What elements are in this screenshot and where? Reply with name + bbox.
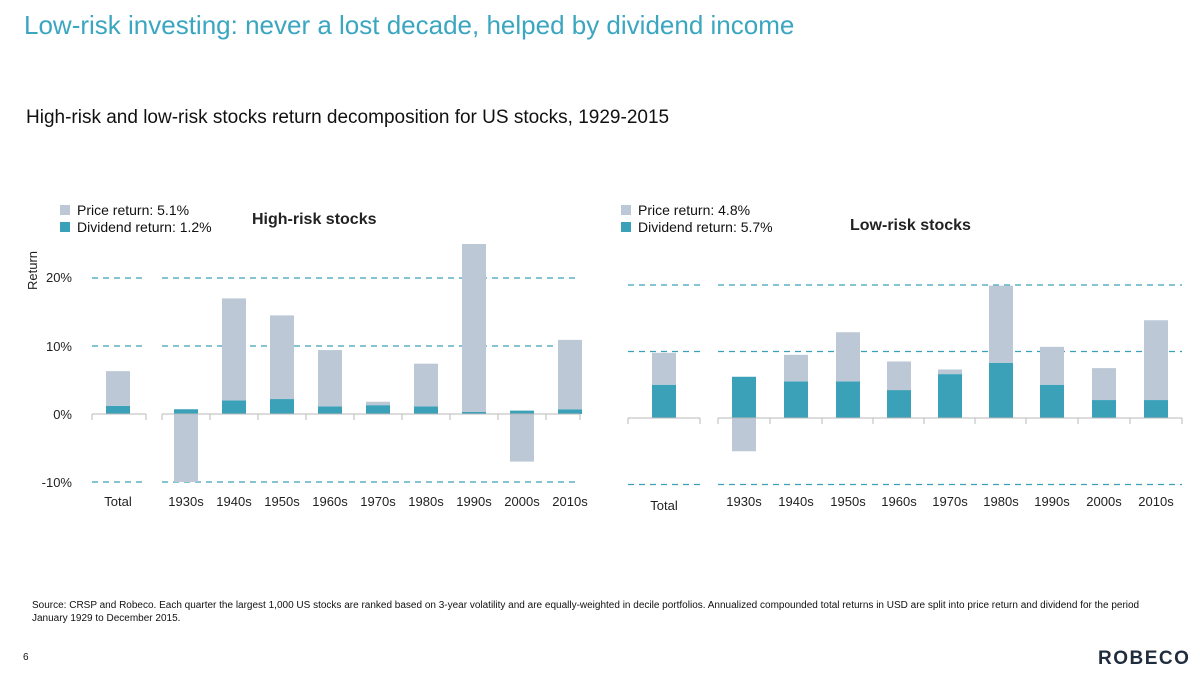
low-risk-bars bbox=[652, 285, 1168, 452]
price-bar bbox=[318, 350, 342, 407]
low-risk-panel: Total 1930s 1940s 1950s 1960s 1970s 1980s 1990s… bbox=[621, 202, 1183, 513]
price-bar bbox=[784, 354, 808, 382]
x-tick-label: 2010s bbox=[1138, 494, 1174, 509]
slide-title: Low-risk investing: never a lost decade,… bbox=[24, 10, 795, 40]
price-bar bbox=[1040, 346, 1064, 385]
dividend-bar bbox=[414, 406, 438, 414]
x-tick-label: 1960s bbox=[881, 494, 917, 509]
dividend-bar bbox=[174, 409, 198, 414]
dividend-bar bbox=[1040, 384, 1064, 418]
high-risk-x-labels: Total 1930s 1940s 1950s 1960s 1970s 1980s 1990s… bbox=[104, 494, 588, 509]
y-tick-label: 0% bbox=[53, 407, 72, 422]
dividend-bar bbox=[270, 399, 294, 414]
x-tick-label: 1940s bbox=[778, 494, 814, 509]
price-bar bbox=[989, 285, 1013, 363]
price-bar bbox=[222, 298, 246, 401]
high-risk-axis-lines bbox=[91, 413, 581, 420]
x-tick-label: 1970s bbox=[932, 494, 968, 509]
dividend-bar bbox=[989, 362, 1013, 418]
dividend-bar bbox=[938, 374, 962, 418]
x-tick-label: 1930s bbox=[726, 494, 762, 509]
dividend-bar bbox=[1144, 400, 1168, 418]
x-tick-label: 1940s bbox=[216, 494, 252, 509]
x-tick-label: 1980s bbox=[408, 494, 444, 509]
dividend-bar bbox=[366, 405, 390, 414]
price-bar bbox=[1144, 320, 1168, 401]
legend-label-dividend: Dividend return: 5.7% bbox=[638, 219, 773, 235]
legend-label-dividend: Dividend return: 1.2% bbox=[77, 219, 212, 235]
high-risk-panel: 20% 10% 0% -10% Return Total 1930s 1940s 19… bbox=[25, 202, 588, 509]
low-risk-gridlines bbox=[628, 284, 1182, 486]
x-tick-label: 1950s bbox=[264, 494, 300, 509]
dividend-bar bbox=[1092, 400, 1116, 418]
legend-swatch-dividend bbox=[60, 222, 70, 232]
high-risk-bars bbox=[106, 244, 582, 482]
x-tick-label: 1990s bbox=[1034, 494, 1070, 509]
x-tick-label: 1930s bbox=[168, 494, 204, 509]
x-tick-label: Total bbox=[104, 494, 132, 509]
dividend-bar bbox=[510, 410, 534, 414]
x-tick-label: Total bbox=[650, 498, 678, 513]
legend-swatch-dividend bbox=[621, 222, 631, 232]
price-bar bbox=[836, 332, 860, 382]
dividend-bar bbox=[732, 376, 756, 418]
legend-label-price: Price return: 4.8% bbox=[638, 202, 750, 218]
dividend-bar bbox=[836, 381, 860, 418]
legend-swatch-price bbox=[60, 205, 70, 215]
dividend-bar bbox=[462, 411, 486, 414]
dividend-bar bbox=[222, 400, 246, 414]
x-tick-label: 1990s bbox=[456, 494, 492, 509]
legend-label-price: Price return: 5.1% bbox=[77, 202, 189, 218]
page-number: 6 bbox=[23, 652, 29, 663]
x-tick-label: 1970s bbox=[360, 494, 396, 509]
dividend-bar bbox=[558, 409, 582, 414]
panel-title: Low-risk stocks bbox=[850, 217, 971, 234]
price-bar bbox=[270, 315, 294, 400]
x-tick-label: 1950s bbox=[830, 494, 866, 509]
dividend-bar bbox=[887, 390, 911, 418]
y-axis-label: Return bbox=[25, 251, 40, 290]
robeco-logo: ROBECO bbox=[1098, 648, 1191, 669]
price-bar bbox=[174, 414, 198, 482]
x-tick-label: 1960s bbox=[312, 494, 348, 509]
panel-title: High-risk stocks bbox=[252, 211, 377, 228]
chart-subtitle: High-risk and low-risk stocks return dec… bbox=[26, 107, 670, 128]
y-tick-label: 20% bbox=[46, 270, 72, 285]
price-bar bbox=[652, 352, 676, 385]
y-tick-label: -10% bbox=[42, 475, 73, 490]
price-bar bbox=[558, 339, 582, 410]
x-tick-label: 2000s bbox=[1086, 494, 1122, 509]
x-tick-label: 1980s bbox=[983, 494, 1019, 509]
dividend-bar bbox=[784, 381, 808, 418]
price-bar bbox=[106, 371, 130, 406]
legend-swatch-price bbox=[621, 205, 631, 215]
price-bar bbox=[938, 369, 962, 375]
price-bar bbox=[887, 361, 911, 391]
price-bar bbox=[510, 414, 534, 462]
x-tick-label: 2000s bbox=[504, 494, 540, 509]
price-bar bbox=[1092, 368, 1116, 401]
y-tick-label: 10% bbox=[46, 339, 72, 354]
dividend-bar bbox=[652, 384, 676, 418]
low-risk-axis-lines bbox=[627, 417, 1183, 424]
dividend-bar bbox=[318, 406, 342, 414]
price-bar bbox=[462, 244, 486, 412]
low-risk-x-labels: Total 1930s 1940s 1950s 1960s 1970s 1980s 1990s… bbox=[650, 494, 1174, 513]
source-note: Source: CRSP and Robeco. Each quarter th… bbox=[32, 600, 1140, 624]
x-tick-label: 2010s bbox=[552, 494, 588, 509]
price-bar bbox=[414, 363, 438, 407]
dividend-bar bbox=[106, 405, 130, 414]
price-bar bbox=[366, 401, 390, 406]
price-bar bbox=[732, 418, 756, 452]
